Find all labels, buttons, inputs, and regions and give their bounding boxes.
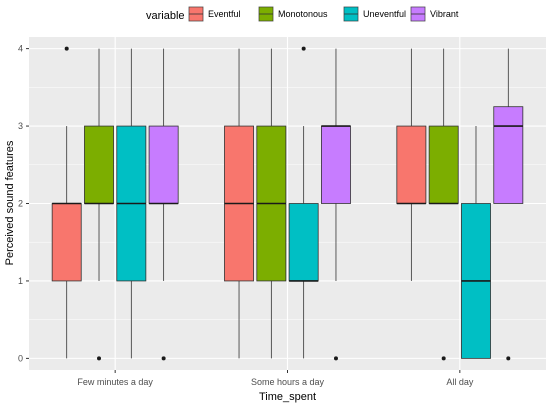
box-iqr [321, 125, 351, 204]
box-iqr [428, 125, 459, 204]
box-uneventful-1 [288, 46, 319, 359]
box-iqr [288, 203, 319, 282]
outlier-point [161, 356, 166, 361]
outlier-point [301, 46, 306, 51]
outlier-point [64, 46, 69, 51]
legend-title: variable [146, 10, 185, 22]
box-iqr [396, 125, 427, 204]
outlier-point [506, 356, 511, 361]
legend-label: Uneventful [363, 9, 406, 19]
legend-item-eventful: Eventful [188, 6, 241, 22]
outlier-point [441, 356, 446, 361]
gridlines [29, 37, 546, 370]
y-tick-label: 2 [18, 199, 23, 209]
legend-item-vibrant: Vibrant [410, 6, 459, 22]
box-iqr [148, 125, 179, 204]
x-tick-label: Some hours a day [251, 377, 325, 387]
legend-label: Monotonous [278, 9, 328, 19]
boxes [51, 46, 524, 361]
y-axis-title: Perceived sound features [4, 140, 16, 265]
box-eventful-1 [224, 48, 254, 359]
box-monotonous-0 [84, 48, 114, 361]
x-tick-label: All day [446, 377, 474, 387]
y-tick-label: 1 [18, 276, 23, 286]
legend-label: Eventful [208, 9, 241, 19]
y-tick-label: 3 [18, 121, 23, 131]
legend-label: Vibrant [430, 9, 459, 19]
box-uneventful-2 [461, 126, 491, 359]
box-iqr [493, 106, 524, 204]
box-monotonous-2 [428, 48, 459, 361]
outlier-point [97, 356, 102, 361]
y-tick-label: 0 [18, 353, 23, 363]
box-vibrant-1 [321, 48, 351, 361]
x-axis: Few minutes a day Some hours a day All day [77, 370, 474, 387]
box-eventful-0 [51, 46, 82, 359]
legend-item-monotonous: Monotonous [258, 6, 328, 22]
box-vibrant-2 [493, 48, 524, 361]
box-eventful-2 [396, 48, 427, 281]
x-axis-title: Time_spent [259, 391, 316, 403]
legend-item-uneventful: Uneventful [343, 6, 406, 22]
box-vibrant-0 [148, 48, 179, 361]
outlier-point [333, 356, 338, 361]
y-tick-label: 4 [18, 44, 23, 54]
box-monotonous-1 [256, 48, 287, 359]
box-iqr [51, 203, 82, 282]
legend: variable Eventful Monotonous Uneventful Vib… [146, 6, 459, 22]
box-iqr [84, 125, 114, 204]
x-tick-label: Few minutes a day [77, 377, 153, 387]
y-axis: 0 1 2 3 4 [18, 44, 29, 363]
box-uneventful-0 [116, 48, 147, 359]
